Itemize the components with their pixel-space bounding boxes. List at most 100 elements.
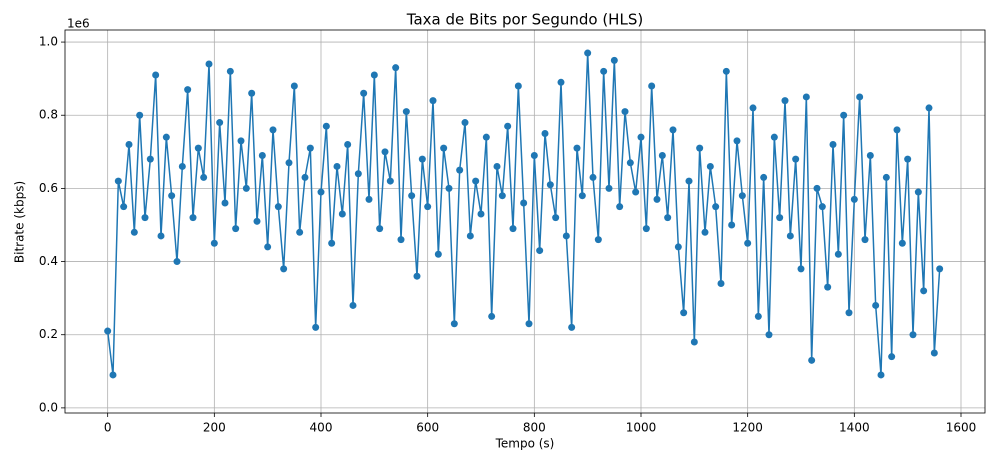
- data-point: [114, 177, 122, 185]
- data-point: [168, 192, 176, 200]
- data-point: [642, 225, 650, 233]
- data-line: [106, 53, 941, 376]
- data-point: [936, 265, 944, 273]
- data-point: [797, 265, 805, 273]
- data-point: [850, 195, 858, 203]
- data-point: [370, 71, 378, 79]
- data-point: [776, 214, 784, 222]
- data-point: [909, 331, 917, 339]
- data-point: [802, 93, 810, 101]
- data-point: [808, 356, 816, 364]
- data-point: [344, 140, 352, 148]
- data-point: [568, 323, 576, 331]
- data-point: [546, 181, 554, 189]
- data-point: [594, 236, 602, 244]
- data-point: [130, 228, 138, 236]
- data-point: [472, 177, 480, 185]
- data-point: [706, 162, 714, 170]
- data-point: [146, 155, 154, 163]
- data-point: [525, 320, 533, 328]
- data-point: [696, 144, 704, 152]
- data-point: [610, 56, 618, 64]
- data-point: [392, 64, 400, 72]
- data-point: [664, 214, 672, 222]
- data-point: [408, 192, 416, 200]
- data-point: [269, 126, 277, 134]
- data-point: [754, 312, 762, 320]
- data-point: [578, 192, 586, 200]
- data-point: [669, 126, 677, 134]
- data-point: [242, 184, 250, 192]
- data-point: [120, 203, 128, 211]
- data-point: [786, 232, 794, 240]
- data-point: [749, 104, 757, 112]
- data-point: [461, 119, 469, 127]
- data-point: [386, 177, 394, 185]
- data-point: [882, 173, 890, 181]
- data-point: [493, 162, 501, 170]
- data-point: [877, 371, 885, 379]
- y-axis-label: Bitrate (kbps): [13, 181, 27, 263]
- data-point: [221, 199, 229, 207]
- data-point: [450, 320, 458, 328]
- data-point: [840, 111, 848, 119]
- x-tick-label: 1400: [839, 421, 870, 435]
- data-point: [125, 140, 133, 148]
- data-point: [605, 184, 613, 192]
- data-point: [317, 188, 325, 196]
- data-point: [184, 86, 192, 94]
- data-point: [621, 108, 629, 116]
- data-point: [376, 225, 384, 233]
- data-point: [338, 210, 346, 218]
- data-point: [226, 67, 234, 75]
- data-point: [157, 232, 165, 240]
- data-point: [866, 151, 874, 159]
- data-point: [253, 217, 261, 225]
- data-point: [648, 82, 656, 90]
- x-axis-label: Tempo (s): [495, 437, 555, 451]
- data-point: [509, 225, 517, 233]
- data-point: [813, 184, 821, 192]
- data-point: [322, 122, 330, 130]
- data-point: [680, 309, 688, 317]
- data-point: [712, 203, 720, 211]
- data-point: [280, 265, 288, 273]
- data-point: [781, 97, 789, 105]
- data-point: [733, 137, 741, 145]
- data-point: [210, 239, 218, 247]
- data-point: [232, 225, 240, 233]
- data-point: [829, 140, 837, 148]
- data-point: [920, 287, 928, 295]
- data-point: [530, 151, 538, 159]
- data-point: [600, 67, 608, 75]
- data-point: [328, 239, 336, 247]
- data-point: [424, 203, 432, 211]
- data-point: [205, 60, 213, 68]
- data-point: [536, 247, 544, 255]
- data-point: [520, 199, 528, 207]
- data-point: [514, 82, 522, 90]
- data-point: [738, 192, 746, 200]
- data-point: [626, 159, 634, 167]
- plot-frame: [64, 29, 986, 414]
- data-point: [717, 280, 725, 288]
- data-point: [258, 151, 266, 159]
- data-point: [264, 243, 272, 251]
- data-point: [872, 301, 880, 309]
- data-point: [354, 170, 362, 178]
- data-point: [397, 236, 405, 244]
- y-tick-label: 0.6: [39, 181, 58, 195]
- data-point: [770, 133, 778, 141]
- data-point: [653, 195, 661, 203]
- data-point: [290, 82, 298, 90]
- data-point: [658, 151, 666, 159]
- data-point: [792, 155, 800, 163]
- data-point: [216, 119, 224, 127]
- data-point: [898, 239, 906, 247]
- data-point: [477, 210, 485, 218]
- y-tick-label: 0.4: [39, 254, 58, 268]
- data-point: [728, 221, 736, 229]
- data-point: [248, 89, 256, 97]
- data-point: [429, 97, 437, 105]
- data-point: [141, 214, 149, 222]
